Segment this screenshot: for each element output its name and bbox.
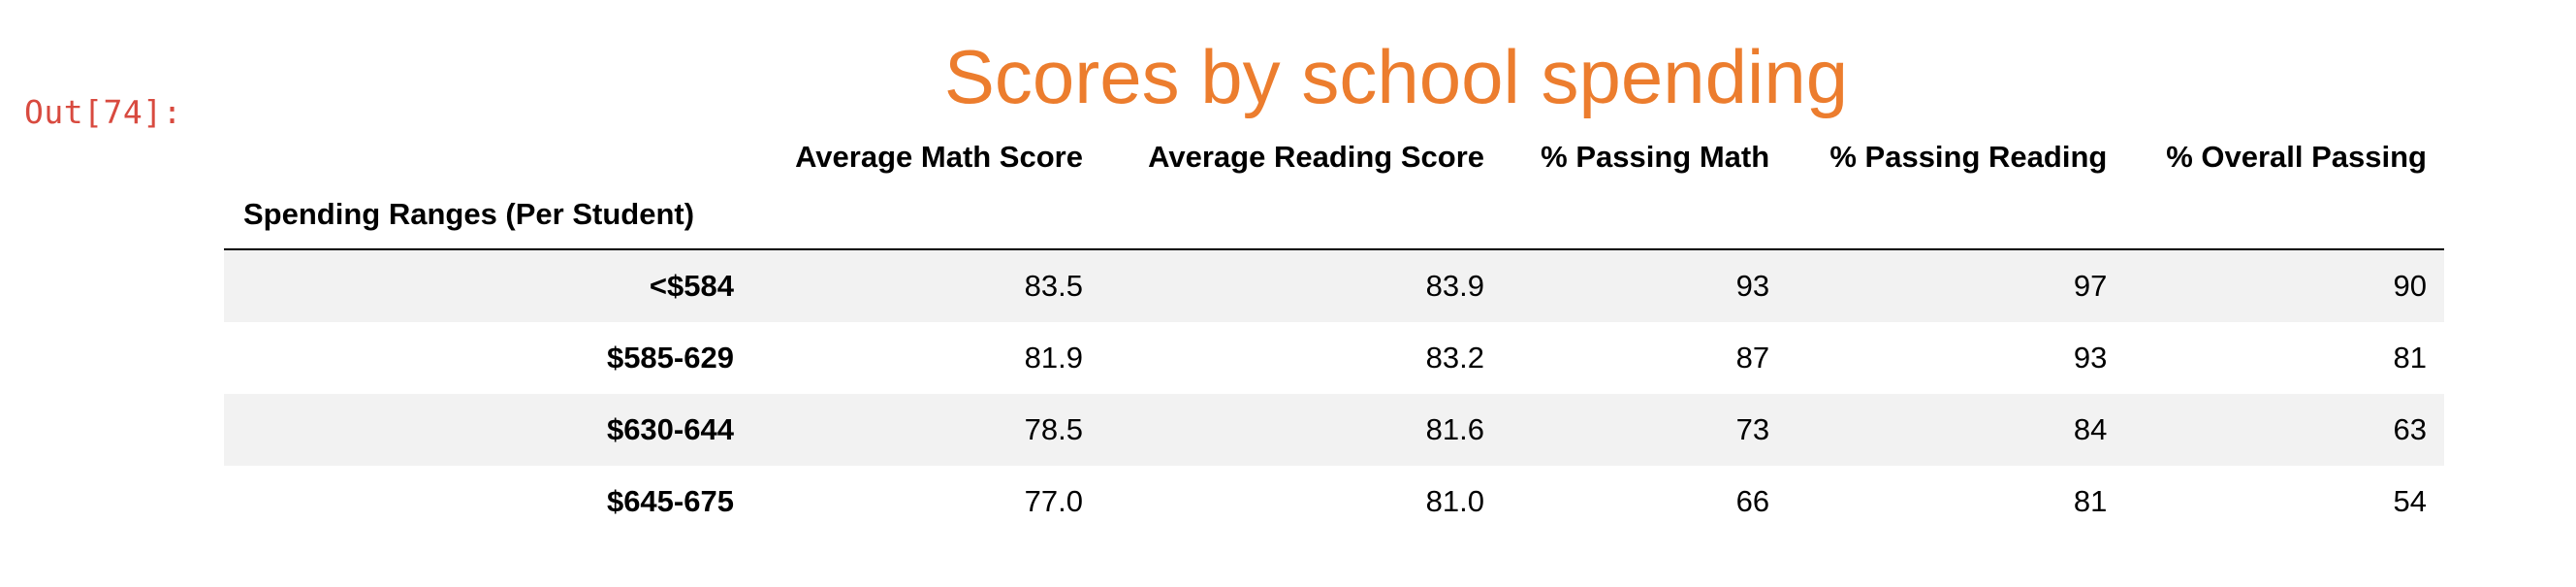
row-index-label: <$584 bbox=[649, 269, 734, 303]
blank-header-cell bbox=[1099, 180, 1503, 250]
table-cell: 81.9 bbox=[1024, 341, 1083, 375]
blank-corner-cell bbox=[224, 134, 751, 180]
table-row: <$584 83.5 83.9 93 97 90 bbox=[224, 249, 2444, 322]
column-header: % Passing Math bbox=[1541, 140, 1770, 174]
table-header: Average Math Score Average Reading Score… bbox=[224, 134, 2444, 250]
blank-header-cell bbox=[750, 180, 1100, 250]
row-index-label: $585-629 bbox=[606, 341, 734, 375]
column-header-row: Average Math Score Average Reading Score… bbox=[224, 134, 2444, 180]
row-index-label: $630-644 bbox=[606, 412, 734, 446]
table-cell: 90 bbox=[2393, 269, 2427, 303]
table-cell: 81 bbox=[2393, 341, 2427, 375]
blank-header-cell bbox=[2124, 180, 2444, 250]
table-row: $585-629 81.9 83.2 87 93 81 bbox=[224, 322, 2444, 394]
table-cell: 93 bbox=[2073, 341, 2108, 375]
table-cell: 87 bbox=[1735, 341, 1770, 375]
table-cell: 63 bbox=[2393, 412, 2427, 446]
blank-header-cell bbox=[1502, 180, 1788, 250]
table-caption: Scores by school spending bbox=[943, 34, 1849, 119]
table-row: $630-644 78.5 81.6 73 84 63 bbox=[224, 394, 2444, 466]
table-cell: 81.6 bbox=[1425, 412, 1485, 446]
table-body: <$584 83.5 83.9 93 97 90 $585-629 81.9 8… bbox=[224, 249, 2444, 538]
index-name-row: Spending Ranges (Per Student) bbox=[224, 180, 2444, 250]
column-header: Average Math Score bbox=[795, 140, 1083, 174]
table-cell: 66 bbox=[1735, 484, 1770, 518]
table-cell: 77.0 bbox=[1024, 484, 1083, 518]
table-cell: 83.9 bbox=[1425, 269, 1485, 303]
table-cell: 81 bbox=[2073, 484, 2108, 518]
table-cell: 93 bbox=[1735, 269, 1770, 303]
row-index-label: $645-675 bbox=[606, 484, 734, 518]
table-cell: 81.0 bbox=[1425, 484, 1485, 518]
dataframe-table: Average Math Score Average Reading Score… bbox=[224, 134, 2444, 538]
table-cell: 83.5 bbox=[1024, 269, 1083, 303]
table-row: $645-675 77.0 81.0 66 81 54 bbox=[224, 466, 2444, 538]
blank-header-cell bbox=[1787, 180, 2125, 250]
table-cell: 83.2 bbox=[1425, 341, 1485, 375]
index-name: Spending Ranges (Per Student) bbox=[224, 180, 751, 250]
table-cell: 97 bbox=[2073, 269, 2108, 303]
table-cell: 84 bbox=[2073, 412, 2108, 446]
column-header: % Overall Passing bbox=[2166, 140, 2427, 174]
column-header: Average Reading Score bbox=[1148, 140, 1485, 174]
output-prompt: Out[74]: bbox=[24, 93, 182, 131]
table-cell: 73 bbox=[1735, 412, 1770, 446]
table-cell: 54 bbox=[2393, 484, 2427, 518]
column-header: % Passing Reading bbox=[1829, 140, 2108, 174]
table-cell: 78.5 bbox=[1024, 412, 1083, 446]
